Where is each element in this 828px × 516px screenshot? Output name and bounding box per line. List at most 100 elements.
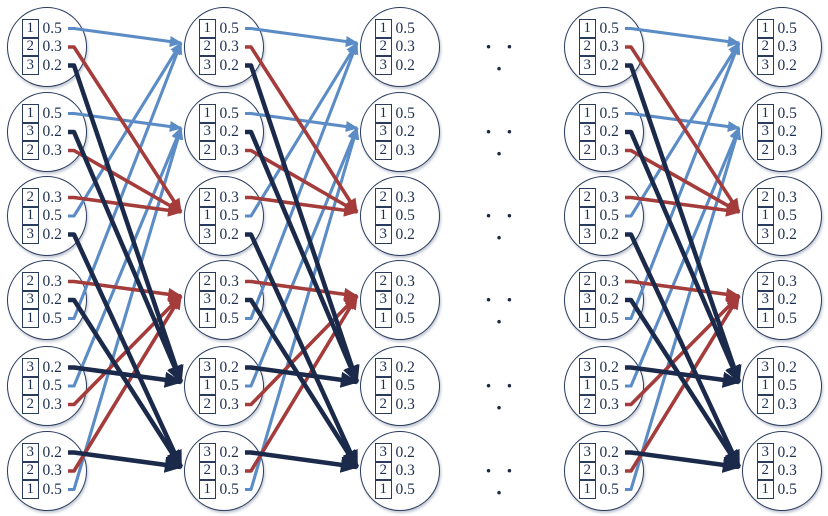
probability-label: 0.5 (777, 309, 797, 327)
permutation-table: 1 0.5 3 0.2 2 0.3 (199, 104, 239, 160)
item-number-box: 3 (199, 56, 216, 75)
probability-label: 0.2 (777, 443, 797, 461)
item-number-box: 3 (22, 443, 39, 462)
probability-label: 0.3 (42, 188, 62, 206)
probability-label: 0.3 (42, 38, 62, 55)
item-number-box: 2 (757, 37, 774, 56)
item-number-box: 1 (579, 480, 596, 499)
permutation-row: 2 0.3 (199, 188, 239, 207)
permutation-row: 2 0.3 (757, 188, 797, 207)
permutation-row: 2 0.3 (375, 141, 415, 160)
probability-label: 0.5 (395, 207, 415, 224)
permutation-table: 1 0.5 2 0.3 3 0.2 (757, 19, 797, 75)
probability-label: 0.5 (599, 377, 619, 394)
permutation-table: 2 0.3 1 0.5 3 0.2 (757, 188, 797, 244)
permutation-row: 2 0.3 (22, 272, 62, 291)
permutation-row: 3 0.2 (579, 443, 619, 462)
permutation-row: 2 0.3 (579, 461, 619, 480)
permutation-row: 1 0.5 (375, 480, 415, 499)
item-number-box: 2 (22, 188, 39, 207)
item-number-box: 1 (199, 104, 216, 123)
permutation-table: 1 0.5 3 0.2 2 0.3 (22, 104, 62, 160)
permutation-row: 1 0.5 (22, 309, 62, 328)
item-number-box: 1 (579, 376, 596, 395)
probability-label: 0.3 (777, 141, 797, 159)
probability-label: 0.5 (395, 309, 415, 327)
permutation-table: 3 0.2 2 0.3 1 0.5 (757, 443, 797, 499)
permutation-row: 2 0.3 (757, 461, 797, 480)
probability-label: 0.3 (395, 462, 415, 479)
item-number-box: 2 (375, 188, 392, 207)
permutation-row: 1 0.5 (579, 376, 619, 395)
permutation-row: 2 0.3 (22, 395, 62, 414)
item-number-box: 2 (375, 395, 392, 414)
permutation-row: 1 0.5 (375, 309, 415, 328)
probability-label: 0.5 (219, 480, 239, 498)
item-number-box: 3 (375, 225, 392, 244)
continuation-ellipsis: · · · (484, 34, 518, 81)
item-number-box: 1 (757, 104, 774, 123)
state-node-col4-row6: 3 0.2 2 0.3 1 0.5 (564, 431, 644, 511)
probability-label: 0.2 (395, 443, 415, 461)
probability-label: 0.3 (42, 395, 62, 413)
item-number-box: 3 (579, 290, 596, 309)
probability-label: 0.2 (599, 443, 619, 461)
item-number-box: 2 (199, 188, 216, 207)
probability-label: 0.3 (42, 462, 62, 479)
transition-edge-item1-col4s5-to-col5s2 (625, 126, 741, 388)
permutation-row: 3 0.2 (757, 358, 797, 377)
permutation-table: 3 0.2 1 0.5 2 0.3 (579, 358, 619, 414)
permutation-row: 2 0.3 (375, 188, 415, 207)
state-node-col5-row3: 2 0.3 1 0.5 3 0.2 (742, 176, 822, 256)
permutation-row: 1 0.5 (22, 480, 62, 499)
permutation-table: 2 0.3 1 0.5 3 0.2 (375, 188, 415, 244)
state-node-col3-row2: 1 0.5 3 0.2 2 0.3 (360, 92, 440, 172)
item-number-box: 3 (579, 122, 596, 141)
item-number-box: 1 (375, 104, 392, 123)
permutation-table: 3 0.2 1 0.5 2 0.3 (199, 358, 239, 414)
item-number-box: 1 (757, 19, 774, 38)
probability-label: 0.5 (219, 309, 239, 327)
state-node-col5-row5: 3 0.2 1 0.5 2 0.3 (742, 346, 822, 426)
permutation-row: 1 0.5 (22, 104, 62, 123)
item-number-box: 3 (757, 290, 774, 309)
probability-label: 0.3 (777, 395, 797, 413)
item-number-box: 3 (22, 56, 39, 75)
permutation-row: 1 0.5 (375, 104, 415, 123)
permutation-row: 2 0.3 (579, 272, 619, 291)
continuation-ellipsis: · · · (484, 373, 518, 420)
state-node-col3-row4: 2 0.3 3 0.2 1 0.5 (360, 260, 440, 340)
permutation-row: 3 0.2 (199, 290, 239, 309)
probability-label: 0.3 (777, 272, 797, 290)
item-number-box: 2 (22, 141, 39, 160)
permutation-row: 3 0.2 (579, 225, 619, 244)
continuation-ellipsis: · · · (484, 287, 518, 334)
permutation-table: 2 0.3 3 0.2 1 0.5 (375, 272, 415, 328)
item-number-box: 1 (579, 309, 596, 328)
permutation-row: 1 0.5 (199, 480, 239, 499)
probability-label: 0.3 (599, 395, 619, 413)
permutation-row: 1 0.5 (22, 19, 62, 38)
transition-edge-item3-col4s2-to-col5s5 (625, 129, 742, 384)
probability-label: 0.5 (777, 104, 797, 122)
transition-edge-item1-col1s5-to-col2s2 (68, 126, 183, 388)
state-node-col3-row6: 3 0.2 2 0.3 1 0.5 (360, 431, 440, 511)
permutation-row: 1 0.5 (757, 206, 797, 225)
probability-label: 0.2 (219, 123, 239, 140)
item-number-box: 3 (757, 122, 774, 141)
item-number-box: 2 (579, 272, 596, 291)
permutation-table: 1 0.5 3 0.2 2 0.3 (375, 104, 415, 160)
permutation-row: 1 0.5 (579, 104, 619, 123)
permutation-row: 3 0.2 (375, 358, 415, 377)
transition-edge-item3-col2s2-to-col3s5 (245, 129, 360, 384)
item-number-box: 1 (757, 206, 774, 225)
item-number-box: 1 (199, 206, 216, 225)
transition-edge-item1-col1s4-to-col2s1 (68, 41, 183, 321)
permutation-row: 3 0.2 (375, 56, 415, 75)
probability-label: 0.5 (42, 377, 62, 394)
probability-label: 0.5 (219, 19, 239, 37)
probability-label: 0.5 (599, 480, 619, 498)
probability-label: 0.3 (777, 188, 797, 206)
permutation-row: 3 0.2 (757, 225, 797, 244)
